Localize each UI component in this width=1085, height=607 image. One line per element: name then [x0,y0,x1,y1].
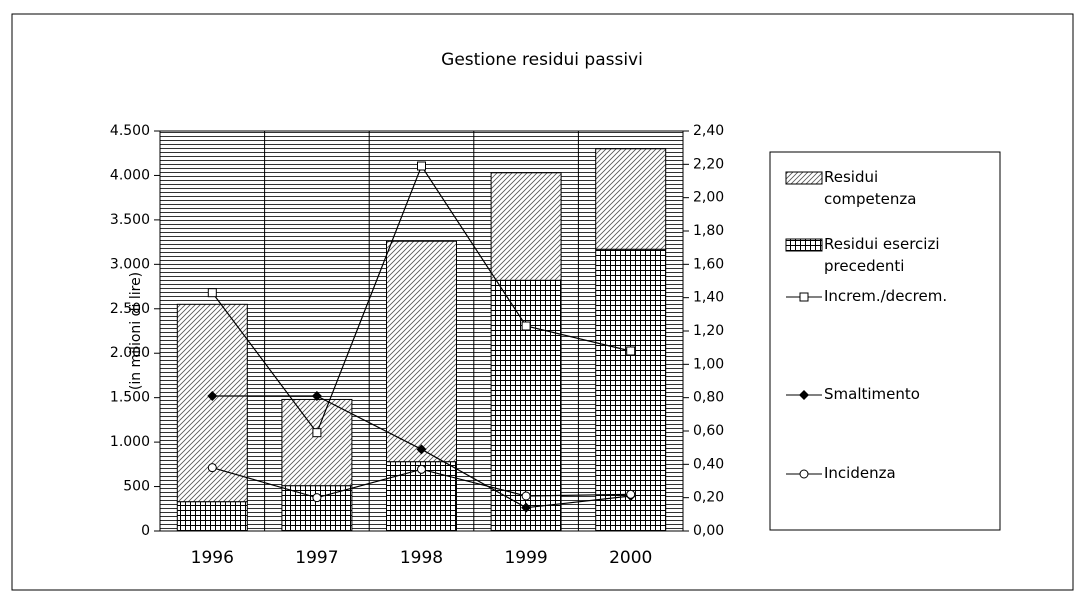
y2-tick-label: 2,20 [693,156,724,172]
marker [207,391,218,401]
y2-tick-label: 0,60 [693,423,724,439]
legend-entry-box: Increm./decrem. [824,287,948,305]
marker [799,292,809,302]
chart-title: Gestione residui passivi [441,50,643,70]
legend-label: Smaltimento [824,385,920,403]
y-tick-label: 2.500 [110,301,150,317]
legend-entry-box: Smaltimento [824,385,920,403]
x-tick-label: 1998 [400,548,443,568]
legend-label: Residui competenza [824,168,917,208]
y-axis-label: (in milioni di lire) [128,272,144,390]
marker [311,391,322,401]
y-tick-label: 3.000 [110,256,150,272]
y-tick-label: 0 [141,523,150,539]
marker [417,161,426,171]
y2-tick-label: 1,80 [693,223,724,239]
legend-box [769,151,1001,531]
bar [490,172,562,281]
bar [595,148,667,250]
legend-swatch [785,238,823,252]
legend-entry-box: Residui esercizi precedenti [824,235,940,275]
y-tick-label: 1.000 [110,434,150,450]
marker [207,463,217,473]
y2-tick-label: 0,00 [693,523,724,539]
legend-label: Residui esercizi precedenti [824,235,940,275]
y-tick-label: 4.000 [110,167,150,183]
y-tick-label: 3.500 [110,212,150,228]
y2-tick-label: 1,00 [693,356,724,372]
legend-label: Incidenza [824,464,896,482]
marker [312,493,322,503]
x-tick-label: 2000 [609,548,652,568]
marker [521,321,531,331]
y2-tick-label: 0,40 [693,456,724,472]
marker [799,469,809,479]
y-tick-label: 2.000 [110,345,150,361]
x-tick-label: 1997 [295,548,338,568]
y2-tick-label: 2,40 [693,123,724,139]
marker [799,390,809,400]
marker [417,464,426,474]
legend-entry-box: Residui competenza [824,168,917,208]
x-tick-label: 1996 [191,548,234,568]
legend-label: Increm./decrem. [824,287,948,305]
marker [207,288,217,298]
bar [176,501,248,532]
legend-entry-box: Incidenza [824,464,896,482]
marker [312,428,322,438]
marker [521,491,531,501]
legend-swatch [785,171,823,185]
marker [416,444,427,455]
x-tick-label: 1999 [504,548,547,568]
y2-tick-label: 1,40 [693,290,724,306]
y2-tick-label: 2,00 [693,190,724,206]
y2-tick-label: 0,80 [693,390,724,406]
bar [386,240,457,463]
y2-tick-label: 0,20 [693,490,724,506]
y-tick-label: 500 [123,479,150,495]
bar [281,485,353,532]
y2-tick-label: 1,60 [693,256,724,272]
y-tick-label: 1.500 [110,390,150,406]
y2-tick-label: 1,20 [693,323,724,339]
y-tick-label: 4.500 [110,123,150,139]
marker [521,502,532,513]
marker [626,346,636,356]
marker [626,489,636,499]
bar [281,398,353,487]
bar [595,248,667,532]
